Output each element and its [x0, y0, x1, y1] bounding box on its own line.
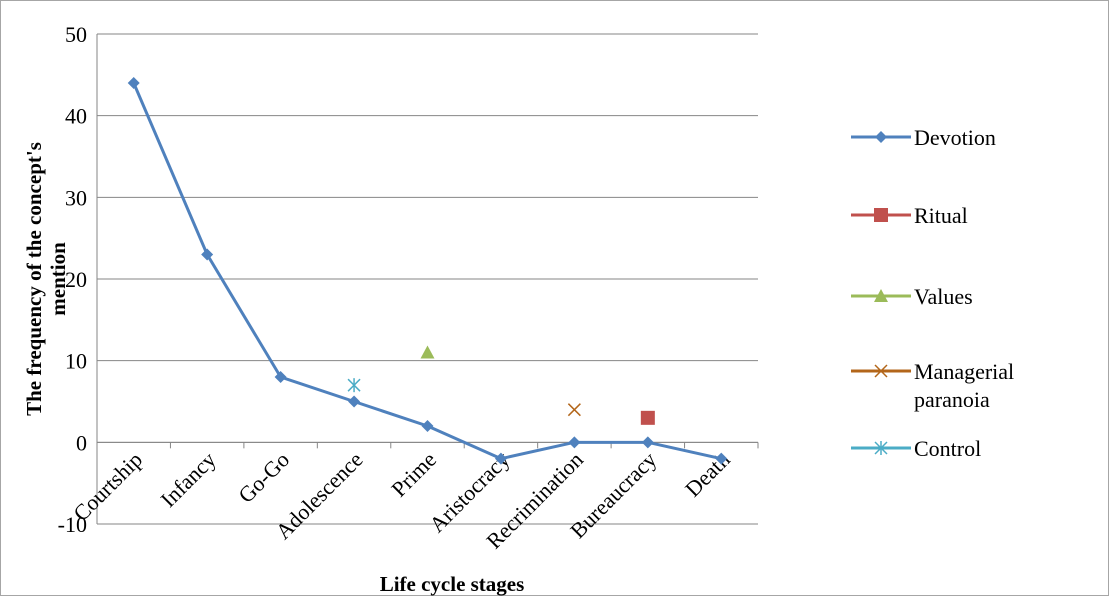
- legend-label-line: Devotion: [914, 125, 996, 150]
- legend-marker: [874, 208, 888, 222]
- legend-marker: [875, 131, 887, 143]
- data-point-ritual: [640, 410, 655, 425]
- data-point-devotion: [127, 77, 140, 89]
- data-point-values: [420, 345, 435, 359]
- x-tick-label: Go-Go: [233, 447, 294, 508]
- y-tick-label: 40: [65, 104, 87, 129]
- x-tick-label: Prime: [386, 447, 441, 502]
- data-point-devotion: [641, 436, 654, 449]
- data-point-control: [347, 378, 361, 393]
- y-tick-label: 30: [65, 185, 87, 210]
- legend-label: Control: [914, 436, 981, 461]
- data-point-devotion: [494, 452, 507, 465]
- legend-label-line: Ritual: [914, 203, 968, 228]
- y-axis-title: The frequency of the concept'smention: [22, 142, 70, 416]
- y-axis-title-line: The frequency of the concept's: [22, 142, 46, 416]
- data-point-devotion: [568, 436, 581, 449]
- y-tick-label: 20: [65, 267, 87, 292]
- legend-marker: [874, 441, 888, 455]
- y-axis-title-line: mention: [46, 242, 70, 316]
- x-tick-label: Courtship: [68, 447, 147, 526]
- legend-marker: [874, 289, 888, 302]
- legend-label: Managerial paranoia: [914, 359, 1014, 412]
- legend-label-line: Managerial: [914, 359, 1014, 384]
- data-point-devotion: [715, 452, 728, 465]
- data-point-devotion: [274, 371, 287, 383]
- legend-marker: [874, 364, 888, 378]
- series-line-devotion: [132, 82, 722, 461]
- data-point-devotion: [421, 420, 434, 432]
- y-tick-label: 0: [76, 430, 87, 455]
- x-axis-title: Life cycle stages: [380, 572, 525, 596]
- data-point-devotion: [201, 248, 214, 261]
- legend-label: Ritual: [914, 203, 968, 228]
- legend-label-line: Control: [914, 436, 981, 461]
- y-tick-label: -10: [58, 512, 87, 537]
- legend-label-line: paranoia: [914, 387, 990, 412]
- y-tick-label: 10: [65, 349, 87, 374]
- x-tick-label: Infancy: [156, 447, 221, 512]
- data-point-managerial-paranoia: [567, 403, 581, 417]
- y-tick-label: 50: [65, 22, 87, 47]
- data-point-managerial-paranoia-stroke: [567, 403, 581, 417]
- legend-label-line: Values: [914, 284, 973, 309]
- legend-label: Devotion: [914, 125, 996, 150]
- data-point-devotion: [348, 395, 361, 408]
- legend-label: Values: [914, 284, 973, 309]
- legend-marker-stroke: [874, 364, 888, 378]
